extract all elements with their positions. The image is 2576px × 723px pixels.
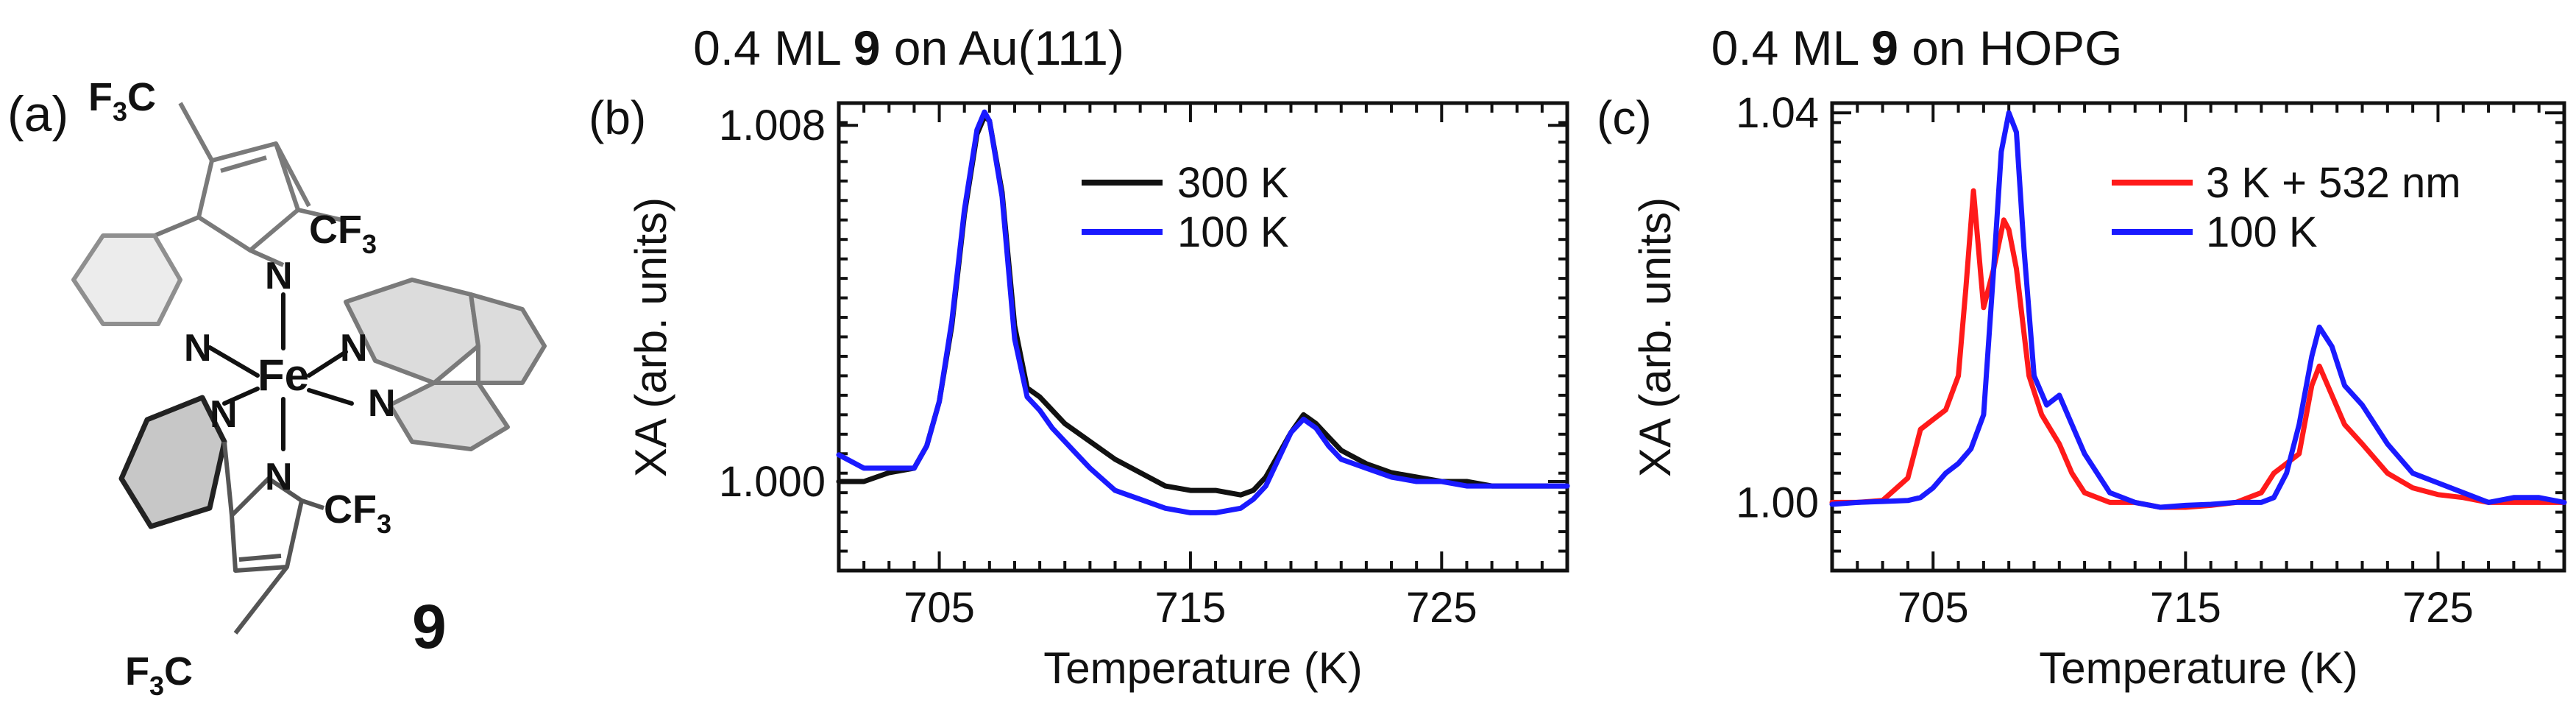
lower-pyridine [118,395,227,529]
y-tick-label: 1.00 [1736,479,1819,526]
y-tick-label: 1.04 [1736,89,1819,137]
x-tick-label: 705 [904,584,975,632]
chart-b-legend: 300 K 100 K [1082,159,1289,256]
x-tick-label: 725 [2402,584,2474,632]
chart-b-ticks [837,103,1569,571]
legend-label-3k-532nm: 3 K + 532 nm [2206,159,2461,207]
y-tick-label: 1.000 [719,458,826,506]
cf3-group-bottom: CF3 [324,487,391,539]
nitrogen-label-top: N [265,255,293,297]
upper-pyrrole-ring [178,102,311,253]
legend-label-300k: 300 K [1177,159,1289,207]
panel-a-label: (a) [7,86,68,142]
upper-ring-bonds [153,208,347,267]
series-line-3-k-532-nm [1829,188,2567,510]
chart-b-y-axis-label: XA (arb. units) [626,197,675,477]
molecule-structure: (a) [7,75,547,701]
molecule-bonds [207,292,354,451]
f3c-group-top: F3C [88,75,156,127]
y-tick-label: 1.008 [719,102,826,149]
x-tick-label: 715 [1155,584,1227,632]
x-tick-label: 725 [1406,584,1477,632]
chart-panel-c: 0.4 ML 9 on HOPG (c) 1.001.04 705 715 725 … [1597,21,2567,693]
cf3-group-top: CF3 [309,208,377,259]
chart-c-series [1829,110,2567,510]
chart-b-title: 0.4 ML 9 on Au(111) [693,21,1124,75]
nitrogen-label-lower-right: N [368,382,396,425]
chart-c-x-tick-labels: 705 715 725 [1898,584,2474,632]
legend-label-100k: 100 K [1177,208,1289,256]
legend-label-100k-c: 100 K [2206,208,2318,256]
compound-number: 9 [412,592,447,661]
chart-b-x-axis-label: Temperature (K) [1043,643,1362,693]
chart-b-y-tick-labels: 1.000 1.008 [719,102,826,506]
iron-atom-label: Fe [258,350,309,400]
chart-c-y-axis-label: XA (arb. units) [1631,197,1680,477]
nitrogen-label-lower-left: N [210,393,238,436]
chart-c-y-tick-labels: 1.00 1.04 [1736,89,1819,526]
chart-c-panel-label: (c) [1597,91,1652,144]
chart-b-panel-label: (b) [589,91,646,144]
series-line-100-k [836,109,1570,515]
nitrogen-label-left: N [184,327,212,370]
phenanthroline [344,278,547,451]
x-tick-label: 715 [2150,584,2221,632]
chart-c-x-axis-label: Temperature (K) [2039,643,2357,693]
chart-c-title: 0.4 ML 9 on HOPG [1711,21,2123,75]
chart-b-series [836,109,1570,515]
atom-labels: Fe N N N N N N F3C CF3 CF3 F3C 9 [88,75,447,701]
chart-c-legend: 3 K + 532 nm 100 K [2112,159,2461,256]
x-tick-label: 705 [1898,584,1969,632]
lower-pyrrole-ring [222,441,324,635]
upper-left-pyridine [71,233,182,326]
chart-panel-b: 0.4 ML 9 on Au(111) (b) 1.000 1.008 705 71… [589,21,1570,693]
nitrogen-label-right: N [340,327,368,370]
chart-b-x-tick-labels: 705 715 725 [904,584,1477,632]
nitrogen-label-bottom: N [265,456,293,498]
series-line-100-k [1829,110,2567,510]
f3c-group-bottom: F3C [125,649,193,701]
